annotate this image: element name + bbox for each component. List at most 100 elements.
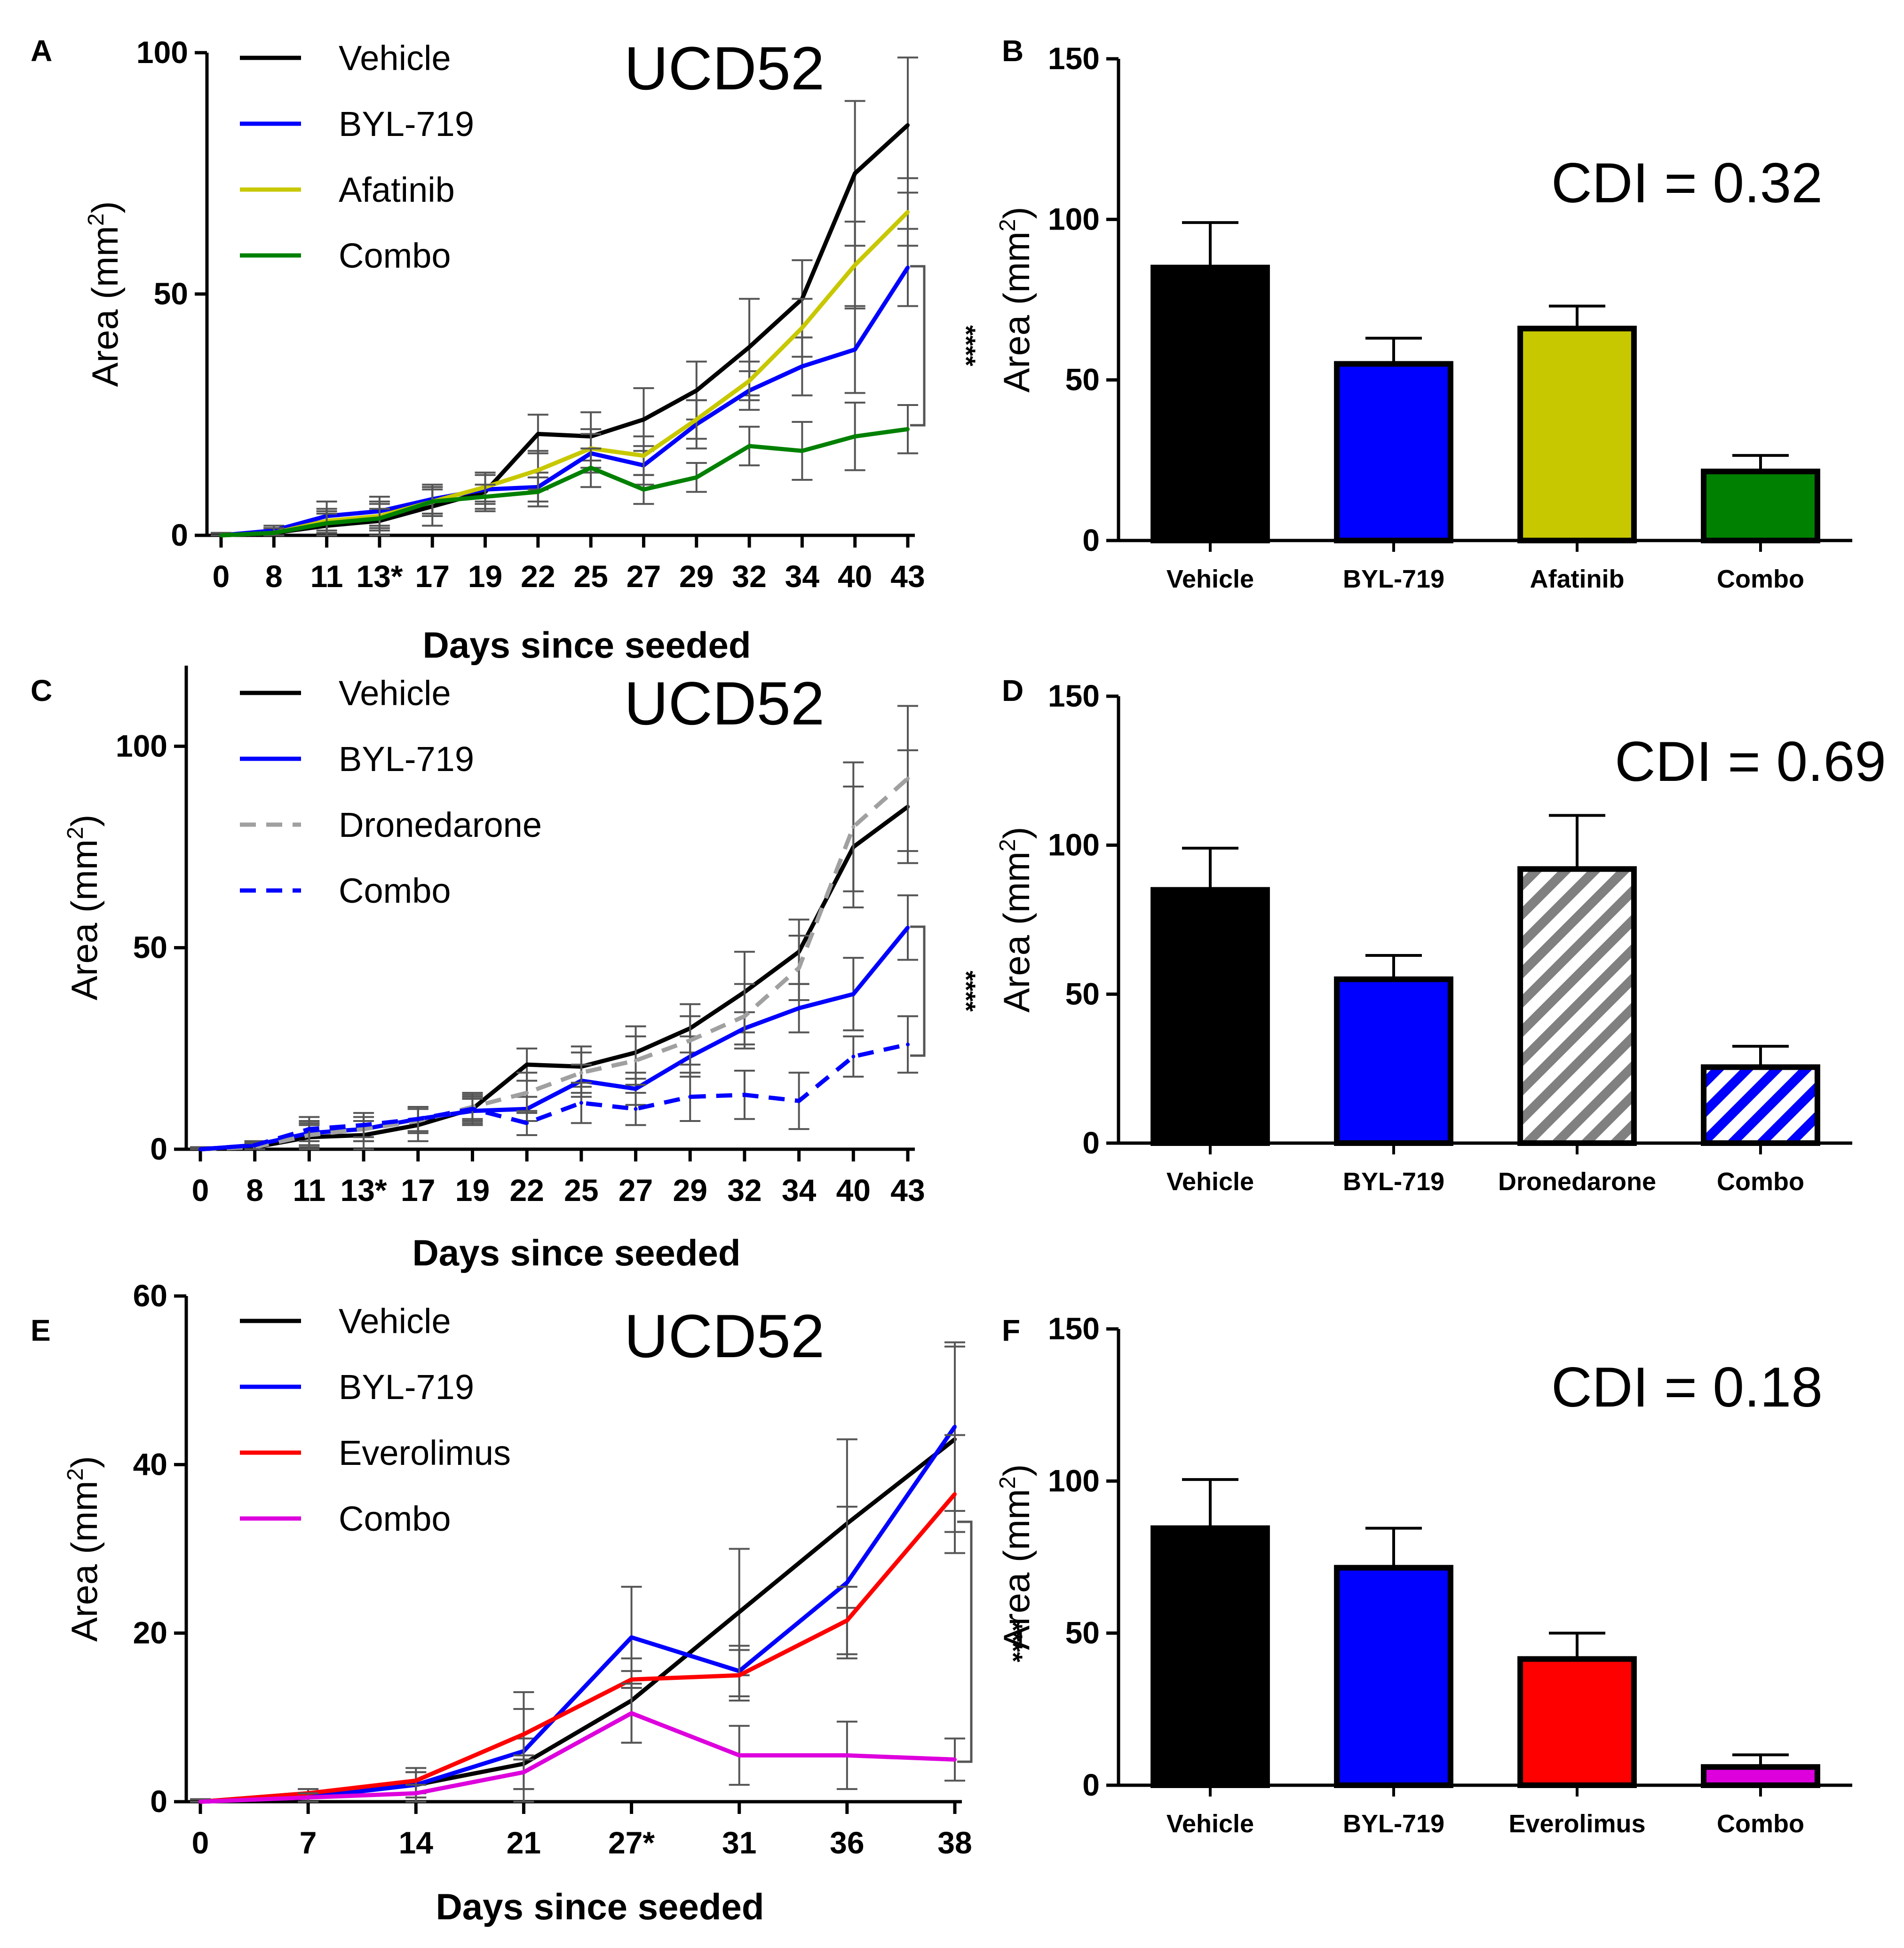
data-point — [642, 453, 646, 458]
data-point — [253, 1143, 257, 1147]
x-axis-title: Days since seeded — [412, 1232, 740, 1273]
y-title-text: Area (mm — [996, 231, 1037, 392]
series-line — [200, 1711, 955, 1804]
data-point — [536, 432, 540, 436]
y-title-superscript: 2 — [995, 839, 1020, 851]
significance-bracket — [957, 1520, 973, 1763]
data-point — [483, 494, 487, 499]
y-tick-label: 100 — [136, 35, 188, 70]
bar-byl-719 — [1334, 361, 1453, 543]
data-point — [634, 1107, 638, 1111]
data-point — [737, 1753, 741, 1757]
data-point — [198, 1147, 202, 1151]
bar-everolimus — [1517, 1656, 1637, 1788]
panel-d: D 0 50 100 150 Area (mm2) Vehicle BYL-719 Droned… — [995, 674, 1886, 1196]
bar-vehicle — [1150, 887, 1270, 1146]
data-point — [325, 521, 329, 525]
y-title-close: ) — [63, 1456, 105, 1468]
x-tick-label: 36 — [830, 1825, 864, 1860]
category-label: Afatinib — [1530, 565, 1625, 593]
x-tick-label: 19 — [455, 1173, 490, 1208]
x-tick-label: 11 — [310, 559, 343, 594]
data-point — [688, 1038, 692, 1042]
y-tick-label: 20 — [133, 1615, 167, 1650]
x-tick-label: 43 — [890, 1173, 925, 1208]
data-point — [853, 171, 857, 175]
data-point — [522, 1732, 526, 1736]
category-label: BYL-719 — [1343, 1168, 1444, 1196]
panel-b: B 0 50 100 150 Area (mm2) Vehicle BYL-719 Afatin… — [995, 34, 1852, 593]
data-point — [851, 992, 856, 996]
data-point — [797, 1006, 801, 1010]
data-point — [525, 1091, 529, 1095]
y-title-text: Area (mm — [63, 1481, 105, 1642]
legend-label: Vehicle — [339, 674, 451, 713]
series-line — [200, 1425, 957, 1804]
category-label: Combo — [1717, 565, 1804, 593]
data-point — [219, 533, 223, 537]
x-tick-label: 27 — [627, 559, 661, 594]
series-afatinib — [211, 177, 918, 538]
x-tick-label: 29 — [673, 1173, 707, 1208]
data-point — [800, 326, 804, 330]
data-point — [742, 1014, 746, 1018]
x-tick-label: 14 — [399, 1825, 434, 1860]
category-label: Vehicle — [1166, 565, 1254, 593]
data-point — [629, 1678, 634, 1682]
y-title-superscript: 2 — [63, 1468, 88, 1481]
bar-vehicle — [1150, 264, 1270, 543]
bar-combo — [1701, 1764, 1820, 1788]
significance-label: **** — [952, 970, 981, 1011]
data-point — [306, 1796, 310, 1800]
x-tick-label: 25 — [564, 1173, 598, 1208]
data-point — [800, 449, 804, 453]
data-point — [853, 263, 857, 267]
data-point — [747, 379, 752, 383]
category-label: Vehicle — [1166, 1168, 1254, 1196]
y-title-text: Area (mm — [996, 851, 1037, 1012]
data-point — [525, 1121, 529, 1125]
x-tick-label: 13* — [356, 559, 403, 594]
data-point — [906, 776, 910, 780]
data-point — [737, 1610, 741, 1614]
data-point — [642, 417, 646, 421]
bar-combo — [1701, 469, 1820, 544]
significance-label: **** — [999, 1621, 1028, 1662]
data-point — [470, 1107, 475, 1111]
y-tick-label: 0 — [150, 1131, 167, 1166]
y-tick-label: 0 — [1082, 523, 1100, 557]
data-point — [742, 1093, 746, 1097]
chart-title: UCD52 — [624, 669, 825, 738]
data-point — [414, 1779, 418, 1783]
series-line — [200, 1493, 957, 1804]
y-title-close: ) — [63, 814, 105, 827]
y-tick-label: 150 — [1048, 678, 1100, 713]
data-point — [853, 347, 857, 351]
data-point — [688, 1095, 692, 1099]
y-title-close: ) — [996, 1464, 1037, 1476]
panel-f: F 0 50 100 150 Area (mm2) Vehicle BYL-719 Everol… — [995, 1311, 1852, 1838]
data-point — [747, 345, 752, 349]
y-title-close: ) — [84, 201, 126, 213]
data-point — [906, 265, 910, 270]
data-point — [953, 1492, 957, 1496]
data-point — [906, 1042, 910, 1047]
y-axis-title: Area (mm2) — [63, 1456, 105, 1642]
legend-label: Combo — [339, 236, 451, 275]
x-tick-label: 8 — [246, 1173, 263, 1208]
data-point — [694, 475, 698, 479]
data-point — [851, 825, 856, 829]
significance-label: **** — [952, 325, 981, 366]
panel-label: F — [1002, 1313, 1020, 1347]
data-point — [377, 517, 381, 521]
x-tick-label: 32 — [727, 1173, 762, 1208]
data-point — [272, 531, 276, 535]
x-tick-label: 0 — [213, 559, 230, 594]
y-title-superscript: 2 — [995, 219, 1020, 231]
y-tick-label: 100 — [116, 728, 167, 763]
data-point — [629, 1635, 634, 1639]
category-label: Combo — [1717, 1810, 1804, 1838]
panel-label: A — [31, 34, 52, 68]
data-point — [579, 1101, 583, 1105]
